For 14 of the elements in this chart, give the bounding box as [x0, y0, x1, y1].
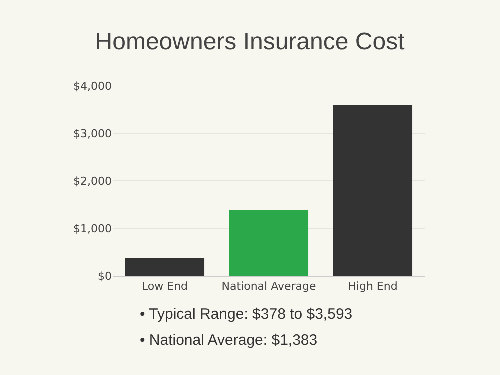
x-tick-label: National Average [222, 280, 316, 294]
x-tick-label: High End [348, 280, 398, 294]
y-tick-label: $0 [98, 270, 112, 283]
y-tick-label: $2,000 [74, 174, 112, 188]
y-tick-label: $4,000 [74, 80, 112, 93]
text: • National Average: $1,383 [140, 332, 318, 349]
y-tick-label: $1,000 [74, 222, 112, 236]
text: • Typical Range: $378 to $3,593 [140, 306, 353, 323]
bar [229, 210, 309, 276]
chart-title: Homeowners Insurance Cost [95, 28, 406, 56]
bar [333, 105, 413, 276]
bar [125, 258, 205, 276]
y-tick-label: $3,000 [74, 127, 112, 140]
x-tick-label: Low End [142, 280, 188, 294]
